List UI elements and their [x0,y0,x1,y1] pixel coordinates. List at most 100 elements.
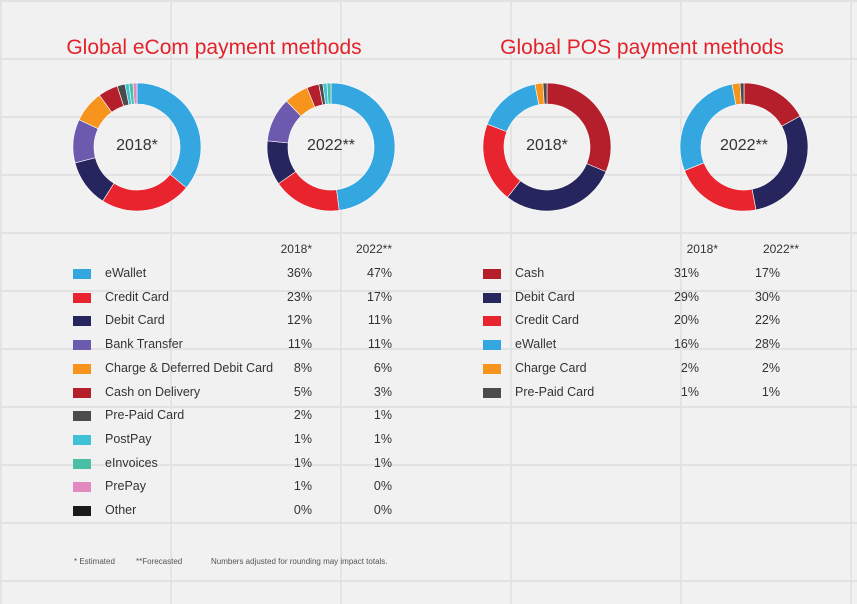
ecom-value-2018-ewallet: 36% [286,266,312,280]
pos-label-credit-card: Credit Card [515,313,579,328]
ecom-swatch-debit-card [73,316,91,327]
ecom-row-ewallet: eWallet 36% 47% [73,265,403,285]
pos-2022-slice-credit-card [684,162,757,212]
ecom-2022-center-label: 2022** [306,137,356,154]
ecom-2018-donut [72,82,202,212]
ecom-value-2022-debit-card: 11% [367,313,392,328]
footnote-rounding: Numbers adjusted for rounding may impact… [211,557,388,566]
footnote-estimated: * Estimated [74,557,115,566]
pos-2022-center-label: 2022** [719,137,769,154]
pos-value-2022-cash: 17% [754,266,780,280]
pos-2022-slice-pre-paid-card [739,82,745,105]
pos-row-charge-card: Charge Card 2% 2% [483,360,813,380]
ecom-row-postpay: PostPay 1% 1% [73,431,403,451]
pos-label-pre-paid-card: Pre-Paid Card [515,384,595,399]
pos-swatch-charge-card [483,363,501,374]
ecom-label-pre-paid-card: Pre-Paid Card [105,408,185,423]
pos-value-2022-charge-card: 2% [761,360,780,375]
pos-value-2022-pre-paid-card: 1% [761,384,780,399]
ecom-row-einvoices: eInvoices 1% 1% [73,455,403,475]
ecom-row-credit-card: Credit Card 23% 17% [73,289,403,309]
ecom-swatch-other [73,506,91,516]
ecom-label-prepay: PrePay [105,479,146,494]
pos-2022-slice-cash [743,82,801,127]
ecom-2022-slice-ewallet [330,82,396,211]
ecom-value-2022-ewallet: 47% [366,266,392,280]
pos-2018-slice-cash [546,82,612,173]
ecom-swatch-charge-deferred-debit-card [73,363,91,374]
ecom-swatch-pre-paid-card [73,411,91,422]
ecom-value-2022-other: 0% [373,503,392,517]
pos-label-cash: Cash [515,266,545,280]
ecom-row-charge-deferred-debit-card: Charge & Deferred Debit Card 8% 6% [73,360,403,380]
pos-swatch-credit-card [483,316,501,327]
ecom-swatch-cash-on-delivery [73,387,91,398]
pos-row-credit-card: Credit Card 20% 22% [483,312,813,332]
ecom-label-ewallet: eWallet [105,266,147,280]
ecom-value-2018-other: 0% [293,503,312,517]
pos-title: Global POS payment methods [500,36,784,59]
ecom-col-head-2022: 2022** [355,242,392,256]
ecom-row-pre-paid-card: Pre-Paid Card 2% 1% [73,407,403,427]
footnote-forecasted: **Forecasted [136,557,183,566]
ecom-label-charge-deferred-debit-card: Charge & Deferred Debit Card [105,360,274,375]
pos-row-debit-card: Debit Card 29% 30% [483,289,813,309]
ecom-swatch-credit-card [73,292,91,303]
ecom-value-2018-prepay: 1% [293,479,312,494]
ecom-title: Global eCom payment methods [66,36,362,59]
ecom-value-2022-cash-on-delivery: 3% [373,384,392,399]
ecom-2022-donut [266,82,396,212]
ecom-label-cash-on-delivery: Cash on Delivery [105,384,201,399]
ecom-2018-slice-prepay [132,82,138,105]
ecom-value-2018-postpay: 1% [293,431,312,446]
pos-2018-center-label: 2018* [526,137,568,154]
ecom-row-prepay: PrePay 1% 0% [73,478,403,498]
ecom-label-einvoices: eInvoices [105,455,158,470]
ecom-value-2022-einvoices: 1% [373,455,392,470]
pos-label-charge-card: Charge Card [515,360,587,375]
ecom-2018-slice-credit-card [102,173,187,212]
ecom-panel: Global eCom payment methods 2018* 2022**… [0,0,428,604]
ecom-value-2022-postpay: 1% [373,431,392,446]
ecom-value-2018-bank-transfer: 11% [287,337,312,352]
pos-label-ewallet: eWallet [515,337,557,352]
ecom-value-2018-debit-card: 12% [286,313,312,328]
pos-value-2022-debit-card: 30% [754,289,780,304]
pos-value-2022-credit-card: 22% [754,313,780,328]
ecom-value-2022-credit-card: 17% [366,289,392,304]
pos-2018-slice-debit-card [507,163,607,212]
ecom-value-2022-charge-deferred-debit-card: 6% [373,360,392,375]
pos-row-pre-paid-card: Pre-Paid Card 1% 1% [483,384,813,404]
pos-value-2018-debit-card: 29% [673,289,699,304]
pos-value-2022-ewallet: 28% [754,337,780,352]
pos-value-2018-pre-paid-card: 1% [680,384,699,399]
pos-value-2018-cash: 31% [673,266,699,280]
ecom-value-2022-prepay: 0% [373,479,392,494]
ecom-swatch-postpay [73,434,91,445]
ecom-label-postpay: PostPay [105,431,152,446]
ecom-2022-slice-einvoices [326,82,332,105]
ecom-swatch-prepay [73,482,91,493]
pos-row-cash: Cash 31% 17% [483,265,813,285]
ecom-value-2018-cash-on-delivery: 5% [293,384,312,399]
ecom-row-cash-on-delivery: Cash on Delivery 5% 3% [73,384,403,404]
ecom-swatch-einvoices [73,458,91,469]
ecom-col-head-2018: 2018* [280,242,312,256]
ecom-value-2018-credit-card: 23% [286,289,312,304]
pos-row-ewallet: eWallet 16% 28% [483,336,813,356]
ecom-row-other: Other 0% 0% [73,502,403,522]
pos-swatch-ewallet [483,340,501,351]
pos-col-head-2022: 2022** [762,242,799,256]
pos-2018-slice-pre-paid-card [542,82,548,105]
pos-2018-slice-credit-card [482,123,521,198]
ecom-swatch-ewallet [73,269,91,279]
ecom-label-other: Other [105,503,137,517]
pos-2018-slice-ewallet [486,83,540,133]
ecom-swatch-bank-transfer [73,340,91,351]
pos-2022-slice-debit-card [751,115,809,211]
pos-2018-donut [482,82,612,212]
ecom-label-debit-card: Debit Card [105,313,165,328]
ecom-value-2022-pre-paid-card: 1% [373,408,392,423]
ecom-value-2018-charge-deferred-debit-card: 8% [293,360,312,375]
ecom-row-bank-transfer: Bank Transfer 11% 11% [73,336,403,356]
